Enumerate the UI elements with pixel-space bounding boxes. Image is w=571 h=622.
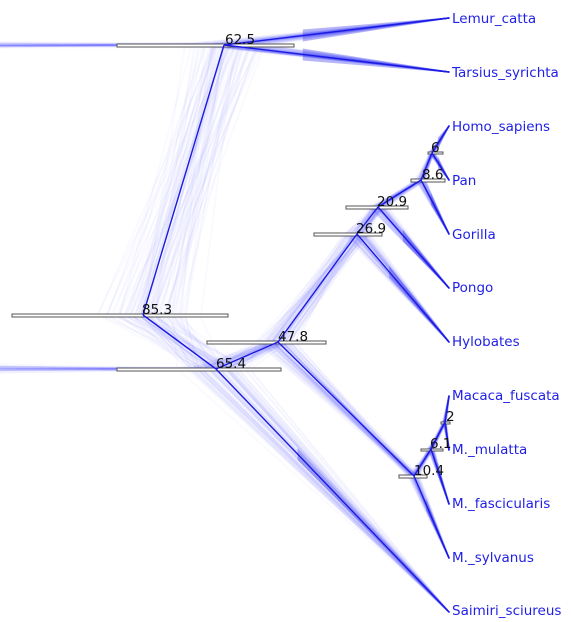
taxon-label-lemur-catta: Lemur_catta: [452, 11, 536, 27]
bar-root: [11, 313, 229, 318]
bar-hominoidea: [313, 232, 383, 237]
tip-density-wedge: [302, 48, 449, 73]
age-label-fuscata-mulatta: 2: [446, 409, 455, 425]
age-label-hominoidea: 26.9: [356, 221, 386, 237]
bar-homininae: [410, 178, 446, 183]
branch-homopan-homo: [431, 125, 450, 154]
branch-mac-macin: [413, 448, 432, 477]
branch-macin-fusmul: [430, 421, 446, 450]
branch-catar-homoid: [277, 233, 358, 343]
taxon-label-pan: Pan: [452, 173, 476, 189]
age-label-catarrhini: 47.8: [278, 329, 308, 345]
taxon-label-homo-sapiens: Homo_sapiens: [452, 119, 550, 135]
taxon-label-gorilla: Gorilla: [452, 227, 496, 243]
consensus-tree: [142, 17, 450, 613]
taxon-label-saimiri-sciureus: Saimiri_sciureus: [452, 603, 561, 619]
branch-fusmul-fuscata: [444, 395, 450, 423]
age-label-macaca-inner: 6.1: [430, 436, 451, 452]
age-label-homo-pan: 6: [431, 140, 440, 156]
bar-strepsirrhini: [116, 43, 295, 48]
taxon-label-pongo: Pongo: [452, 280, 493, 296]
branch-root-anthro: [142, 314, 217, 370]
branch-strep-tarsius: [223, 44, 450, 73]
branch-homoid-hylobates: [356, 233, 450, 343]
bar-catarrhini: [206, 340, 327, 345]
bar-homo-pan: [427, 151, 444, 155]
age-label-anthropoidea: 65.4: [216, 356, 246, 372]
taxon-label-macaca-fuscata: Macaca_fuscata: [452, 388, 560, 404]
node-age-labels: 85.3 62.5 65.4 47.8 26.9 20.9 8.6 6 10.4…: [142, 32, 455, 479]
cloud-sample-branch: [195, 367, 449, 612]
tip-density-wedge: [302, 17, 449, 42]
cloud-sample-branch: [277, 235, 356, 342]
cloud-sample-branch: [177, 369, 449, 612]
cloud-sample-branch: [290, 235, 360, 341]
branch-homin-homopan: [420, 152, 433, 181]
branch-catar-mac: [277, 341, 415, 477]
taxon-label-hylobates: Hylobates: [452, 334, 520, 350]
branch-hompon-homin: [377, 179, 422, 208]
cloud-sample-branch: [273, 236, 350, 342]
branch-root-strep: [142, 44, 225, 316]
branch-anthro-catar: [215, 341, 279, 370]
taxon-label-m-sylvanus: M._sylvanus: [452, 550, 534, 566]
tip-density-wedge: [297, 448, 449, 613]
branch-hompon-pongo: [377, 206, 450, 289]
branch-anthro-saimiri: [215, 368, 450, 613]
taxon-label-tarsius-syrichta: Tarsius_syrichta: [451, 65, 559, 81]
taxon-label-m-fascicularis: M._fascicularis: [452, 496, 550, 512]
branch-mac-sylvanus: [413, 475, 450, 559]
branch-homopan-pan: [431, 152, 450, 181]
taxon-labels: Lemur_catta Tarsius_syrichta Homo_sapien…: [451, 11, 561, 619]
age-label-root: 85.3: [142, 302, 172, 318]
taxon-label-m-mulatta: M._mulatta: [452, 442, 527, 458]
branch-homin-gorilla: [420, 179, 450, 235]
age-label-macaca: 10.4: [414, 463, 444, 479]
branch-strep-lemur: [223, 17, 450, 46]
bar-anthropoidea: [116, 367, 282, 372]
age-label-strepsirrhini: 62.5: [225, 32, 255, 48]
branch-macin-fascicularis: [430, 448, 450, 505]
age-label-homininae-pongo: 20.9: [377, 194, 407, 210]
branch-homoid-hompon: [356, 206, 379, 235]
age-label-homininae: 8.6: [422, 167, 443, 183]
branch-fusmul-mulatta: [444, 421, 450, 451]
